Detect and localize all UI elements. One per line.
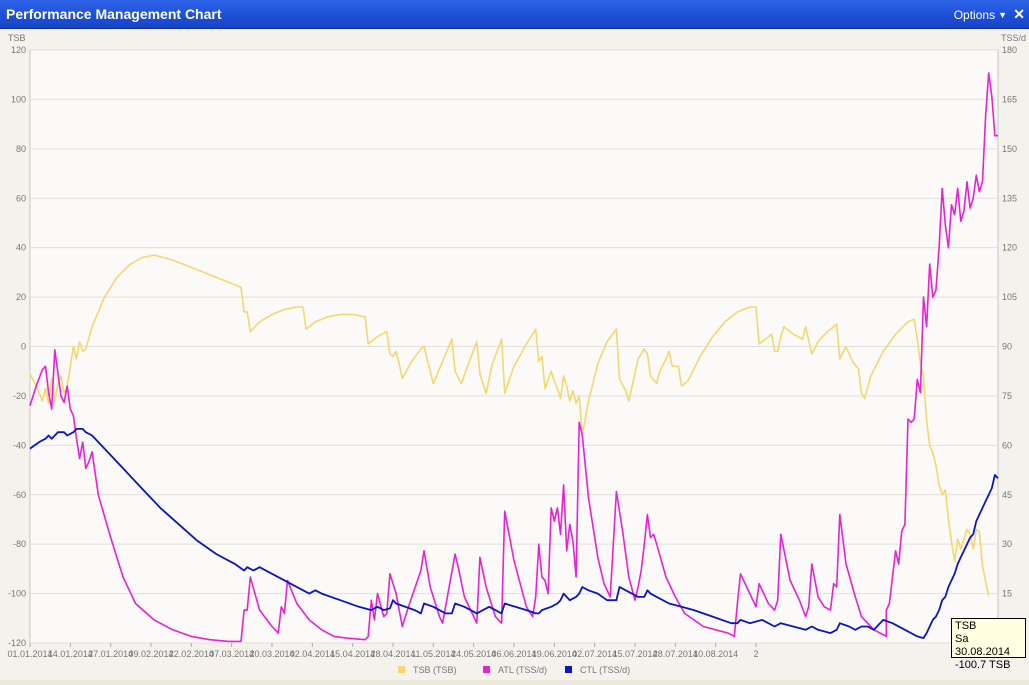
left-tick-label: 80	[16, 144, 26, 154]
x-tick-label: 28.04.2014	[370, 649, 415, 659]
right-tick-label: 30	[1002, 539, 1012, 549]
x-tick-label: 24.05.2014	[451, 649, 496, 659]
x-tick-label: 22.02.2014	[169, 649, 214, 659]
left-tick-label: 40	[16, 243, 26, 253]
title-bar: Performance Management Chart Options ▼ ✕	[0, 0, 1029, 29]
x-tick-label: 06.06.2014	[491, 649, 536, 659]
close-icon[interactable]: ✕	[1013, 6, 1025, 22]
legend-label: TSB (TSB)	[413, 665, 457, 675]
tooltip-date: Sa 30.08.2014	[955, 633, 1011, 658]
x-tick-label: 02.07.2014	[572, 649, 617, 659]
x-tick-label: 07.03.2014	[209, 649, 254, 659]
x-tick-label: 27.01.2014	[88, 649, 133, 659]
series-line-ctl	[29, 427, 999, 639]
left-tick-label: 120	[11, 45, 26, 55]
legend-label: CTL (TSS/d)	[580, 665, 630, 675]
legend-swatch	[398, 666, 405, 673]
x-tick-label: 15.04.2014	[330, 649, 375, 659]
x-tick-label: 2	[753, 649, 758, 659]
left-tick-label: 0	[21, 342, 26, 352]
left-axis-label: TSB	[8, 33, 26, 43]
x-tick-label: 20.03.2014	[249, 649, 294, 659]
right-tick-label: 135	[1002, 193, 1017, 203]
x-tick-label: 02.04.2014	[290, 649, 335, 659]
x-tick-label: 14.01.2014	[48, 649, 93, 659]
x-tick-label: 11.05.2014	[411, 649, 455, 659]
tooltip-value: -100.7 TSB	[955, 659, 1011, 671]
left-tick-label: 20	[16, 292, 26, 302]
x-tick-label: 09.02.2014	[128, 649, 173, 659]
performance-chart[interactable]: 120 100 80 60 40 20 0 -20 -40 -60 -80 -100 -120 180 16…	[0, 29, 1029, 680]
chart-tooltip: TSB Sa 30.08.2014 -100.7 TSB	[951, 618, 1026, 671]
left-tick-label: -60	[13, 490, 26, 500]
right-tick-label: 180	[1002, 45, 1017, 55]
series-line-tsb	[29, 254, 990, 597]
window-title: Performance Management Chart	[6, 6, 222, 22]
right-tick-label: 90	[1002, 342, 1012, 352]
left-tick-label: -100	[8, 589, 26, 599]
right-tick-label: 45	[1002, 490, 1012, 500]
right-tick-label: 75	[1002, 391, 1012, 401]
left-tick-label: 100	[11, 94, 26, 104]
legend-label: ATL (TSS/d)	[498, 665, 547, 675]
right-tick-label: 165	[1002, 94, 1017, 104]
tooltip-series: TSB	[955, 620, 977, 632]
right-tick-label: 15	[1002, 589, 1012, 599]
left-tick-label: -20	[13, 391, 26, 401]
chart-area: 120 100 80 60 40 20 0 -20 -40 -60 -80 -100 -120 180 16…	[0, 29, 1029, 680]
series-line-atl	[29, 72, 998, 643]
options-label: Options	[953, 8, 996, 22]
x-tick-label: 19.06.2014	[532, 649, 577, 659]
left-tick-label: -80	[13, 539, 26, 549]
x-tick-label: 10.08.2014	[693, 649, 738, 659]
left-tick-label: -120	[8, 638, 26, 648]
chevron-down-icon: ▼	[998, 10, 1007, 20]
right-tick-label: 105	[1002, 292, 1017, 302]
right-axis-label: TSS/d	[1001, 33, 1026, 43]
left-tick-label: -40	[13, 440, 26, 450]
right-tick-label: 60	[1002, 440, 1012, 450]
legend-swatch	[483, 666, 490, 673]
x-tick-label: 28.07.2014	[653, 649, 698, 659]
legend-swatch	[565, 666, 572, 673]
x-tick-label: 15.07.2014	[612, 649, 657, 659]
options-menu-button[interactable]: Options ▼	[954, 8, 1007, 22]
right-tick-label: 150	[1002, 144, 1017, 154]
right-tick-label: 120	[1002, 243, 1017, 253]
x-tick-label: 01.01.2014	[7, 649, 52, 659]
left-tick-label: 60	[16, 193, 26, 203]
